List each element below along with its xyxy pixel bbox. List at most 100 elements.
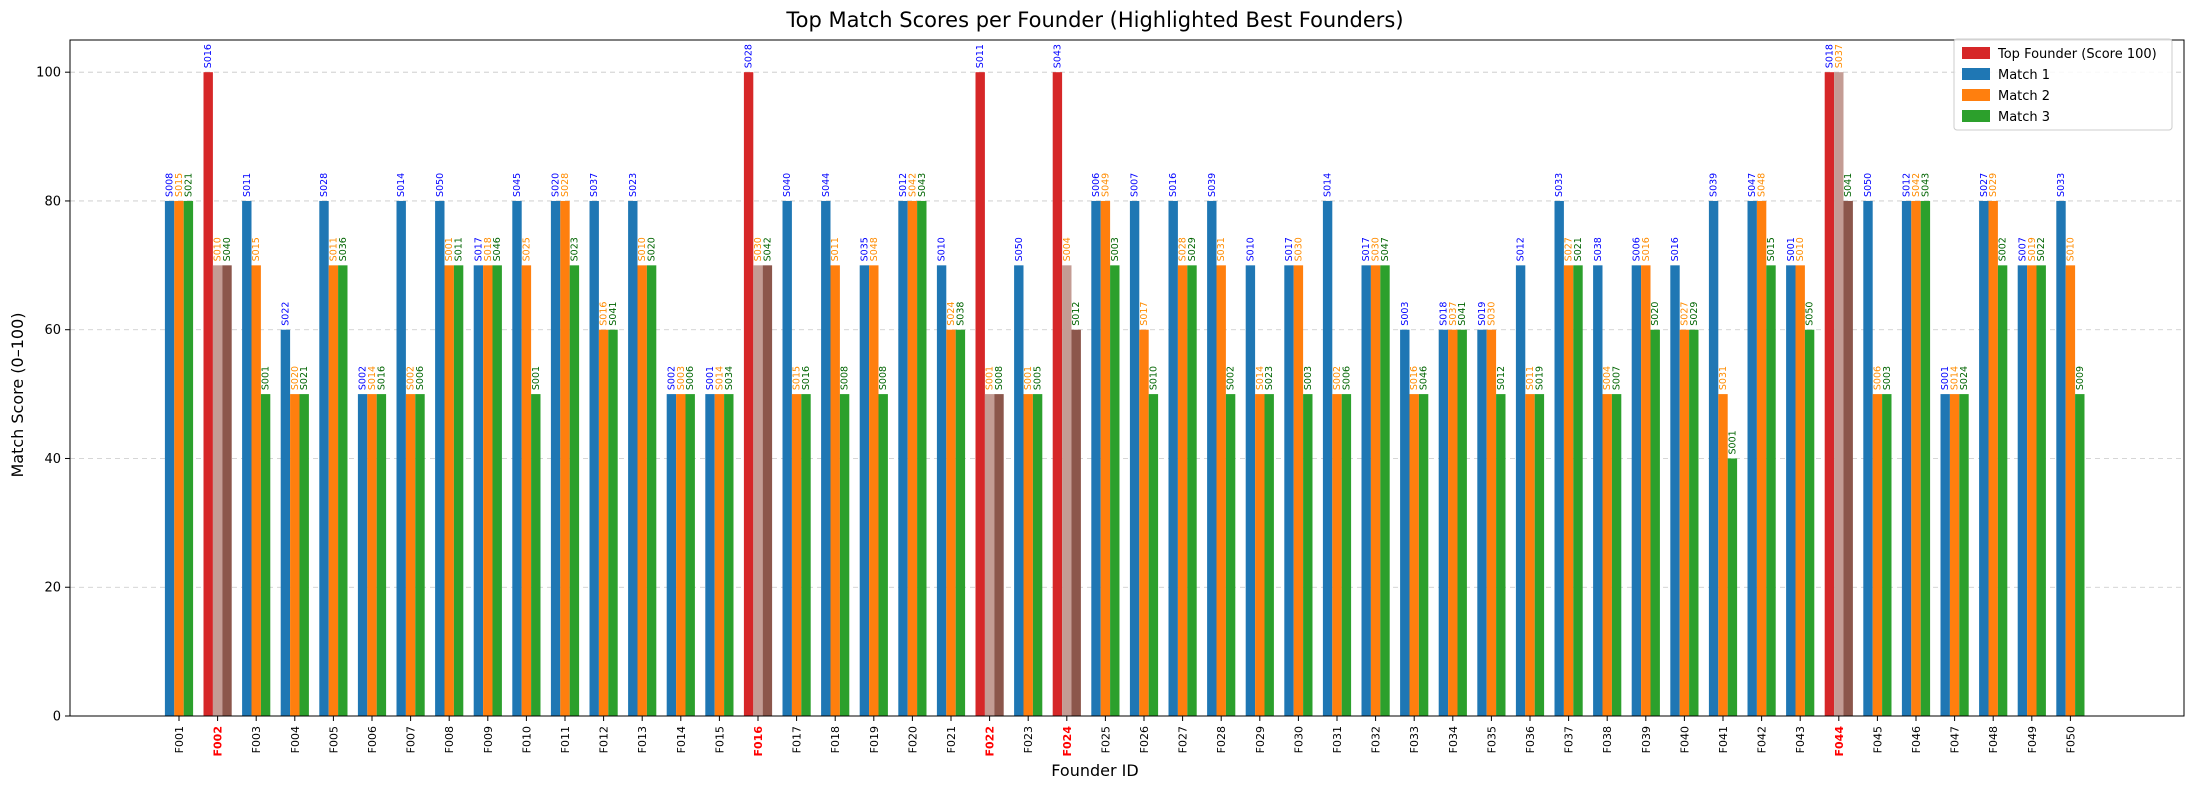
bar-label: S023 [1264, 366, 1275, 390]
bar-f004-match2 [290, 394, 300, 716]
bar-f033-match2 [1409, 394, 1419, 716]
bar-f043-match3 [1804, 329, 1815, 716]
bar-f017-match2 [791, 394, 802, 716]
bar-label: S016 [1168, 173, 1179, 197]
bar-f012-match3 [608, 329, 618, 716]
bar-f030-match3 [1303, 394, 1313, 716]
bar-f011-match3 [569, 265, 580, 716]
bar-f035-match1 [1477, 329, 1487, 716]
x-tick-label: F041 [1717, 726, 1730, 753]
bar-label: S029 [1689, 302, 1700, 326]
bar-label: S001 [531, 366, 542, 390]
bar-label: S001 [1940, 366, 1951, 390]
bar-f012-match2 [598, 329, 609, 716]
chart-title: Top Match Scores per Founder (Highlighte… [785, 8, 1403, 32]
x-tick-label: F017 [791, 726, 804, 753]
bar-label: S030 [1371, 237, 1382, 261]
bar-f034-match2 [1448, 329, 1458, 716]
bar-f050-match3 [2075, 394, 2085, 716]
bar-label: S014 [396, 173, 407, 197]
bar-f014-match2 [676, 394, 686, 716]
bar-f018-match1 [821, 200, 831, 716]
x-tick-label: F027 [1177, 726, 1190, 753]
bar-label: S010 [213, 237, 224, 261]
bar-label: S017 [1139, 302, 1150, 326]
bar-f042-match2 [1756, 200, 1767, 716]
bar-label: S011 [975, 44, 986, 68]
bar-f023-match1 [1014, 265, 1024, 716]
bar-label: S014 [714, 366, 725, 390]
y-tick-label: 0 [53, 710, 61, 725]
x-tick-label: F006 [366, 726, 379, 753]
bar-f010-match2 [521, 265, 532, 716]
bar-f031-match1 [1322, 200, 1333, 716]
bar-label: S012 [1496, 366, 1507, 390]
bar-f038-match3 [1611, 394, 1622, 716]
bar-f046-match2 [1911, 200, 1921, 716]
x-tick-label: F031 [1331, 726, 1344, 753]
bar-f011-match2 [560, 200, 570, 716]
bar-f019-match3 [878, 394, 888, 716]
bar-f020-match2 [907, 200, 918, 716]
bar-label: S001 [1786, 237, 1797, 261]
bar-f047-match1 [1940, 394, 1950, 716]
x-tick-label: F010 [520, 726, 533, 753]
x-tick-label: F002 [212, 726, 225, 756]
bar-f038-match1 [1593, 265, 1603, 716]
x-tick-label: F028 [1215, 726, 1228, 753]
bar-f044-match2 [1834, 72, 1844, 716]
bar-label: S002 [1226, 366, 1237, 390]
bar-f005-match1 [319, 200, 329, 716]
x-tick-label: F034 [1447, 726, 1460, 753]
bar-f032-match3 [1380, 265, 1390, 716]
bar-label: S050 [1805, 302, 1816, 326]
bar-f039-match3 [1650, 329, 1660, 716]
bar-f050-match1 [2056, 200, 2066, 716]
x-tick-label: F014 [675, 726, 688, 753]
bar-label: S001 [985, 366, 996, 390]
bar-label: S020 [647, 237, 658, 261]
bar-f009-match2 [483, 265, 493, 716]
legend: Top Founder (Score 100) Match 1 Match 2 … [1953, 38, 2173, 131]
x-tick-label: F044 [1833, 726, 1846, 757]
x-tick-label: F046 [1910, 726, 1923, 753]
bar-f027-match2 [1177, 265, 1188, 716]
bar-f042-match1 [1747, 200, 1757, 716]
y-axis: 0 20 40 60 80 100 [36, 66, 70, 725]
bar-label: S040 [222, 237, 233, 261]
bar-f046-match3 [1920, 200, 1931, 716]
bar-f029-match3 [1264, 394, 1274, 716]
bar-label: S015 [792, 366, 803, 390]
bar-f003-match3 [260, 394, 271, 716]
x-tick-label: F025 [1099, 726, 1112, 753]
bar-label: S027 [1564, 237, 1575, 261]
bar-label: S029 [1187, 237, 1198, 261]
bar-label: S003 [1400, 302, 1411, 326]
bar-label: S027 [1979, 173, 1990, 197]
bar-f015-match3 [724, 394, 734, 716]
x-tick-label: F001 [173, 726, 186, 753]
bar-label: S019 [1477, 302, 1488, 326]
bar-f037-match3 [1573, 265, 1583, 716]
bar-f042-match3 [1766, 265, 1776, 716]
bar-f034-match1 [1438, 329, 1449, 716]
bar-f030-match2 [1293, 265, 1304, 716]
bar-label: S021 [1573, 237, 1584, 261]
bar-label: S015 [251, 237, 262, 261]
bar-f049-match3 [2036, 265, 2046, 716]
bar-f017-match1 [782, 200, 792, 716]
bar-label: S001 [444, 237, 455, 261]
bar-label: S014 [1255, 366, 1266, 390]
bar-f006-match3 [376, 394, 387, 716]
bar-f040-match3 [1689, 329, 1699, 716]
bar-label: S016 [203, 44, 214, 68]
bar-label: S042 [907, 173, 918, 197]
bar-f029-match1 [1245, 265, 1256, 716]
legend-label-top: Top Founder (Score 100) [1997, 47, 2157, 62]
bar-label: S029 [1988, 173, 1999, 197]
legend-swatch-top [1962, 47, 1990, 59]
bar-f025-match1 [1091, 200, 1101, 716]
x-tick-label: F038 [1601, 726, 1614, 753]
bar-label: S003 [1110, 237, 1121, 261]
